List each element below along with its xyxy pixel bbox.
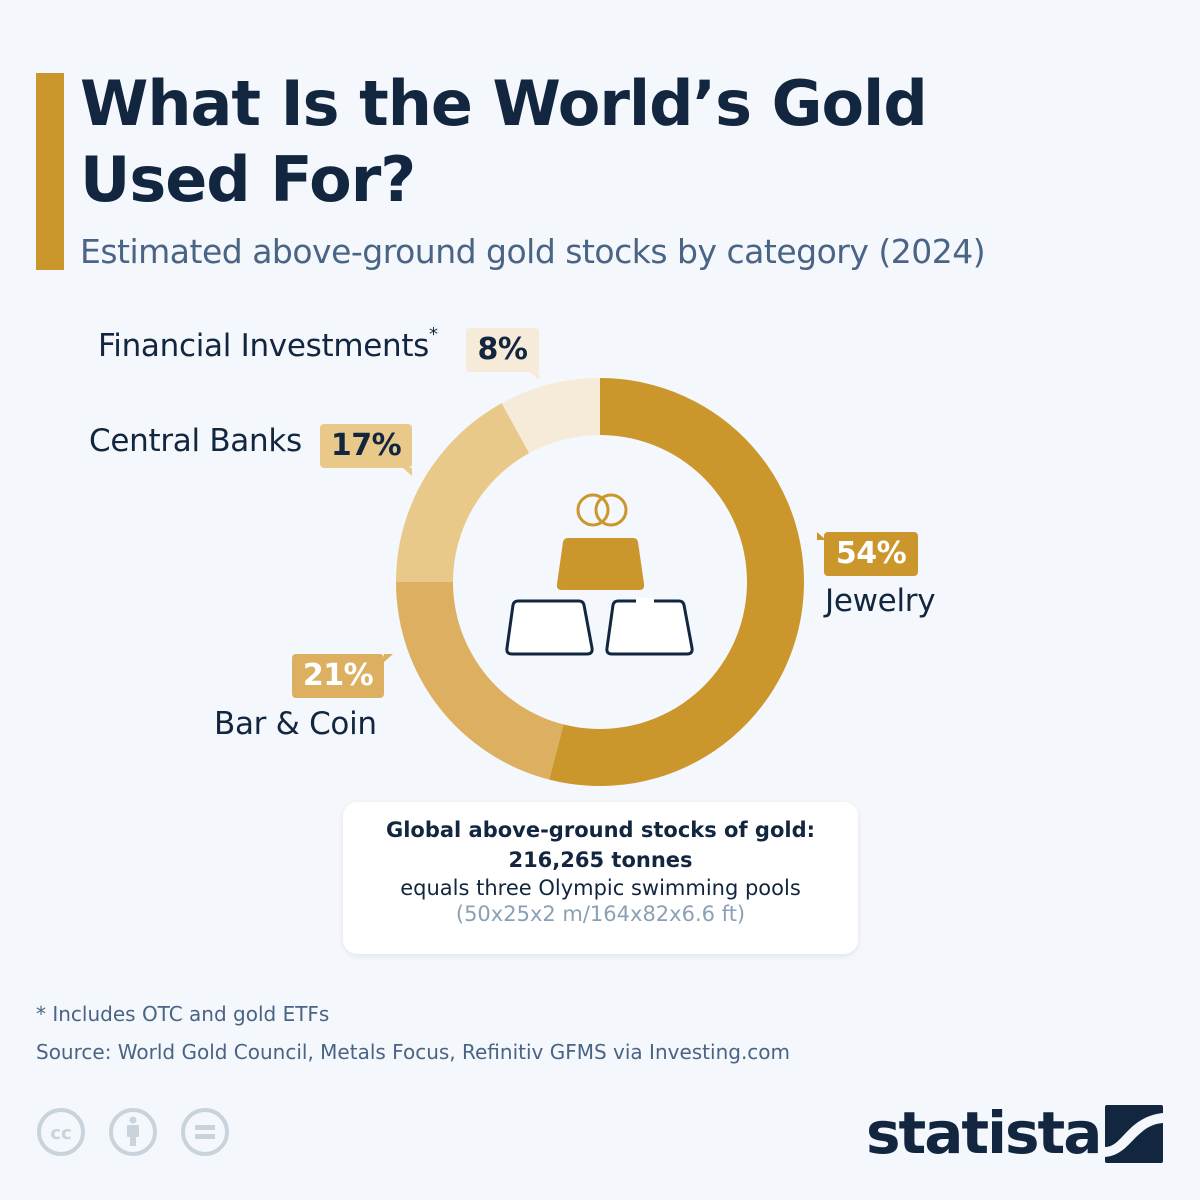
badge-tail — [384, 654, 393, 662]
label-bar-coin: Bar & Coin — [214, 706, 377, 742]
title-accent-bar — [36, 73, 64, 270]
total-stocks-infobox: Global above-ground stocks of gold: 216,… — [343, 802, 858, 954]
donut-slice-bar-coin — [396, 582, 564, 780]
donut-slice-central-banks — [396, 403, 530, 582]
badge-jewelry: 54% — [824, 532, 918, 576]
statista-logo-icon[interactable] — [1105, 1105, 1163, 1163]
source-note: Source: World Gold Council, Metals Focus… — [36, 1040, 791, 1064]
badge-bar-coin: 21% — [292, 654, 384, 698]
infobox-comparison: equals three Olympic swimming pools — [400, 876, 801, 900]
badge-tail — [530, 372, 539, 380]
infobox-dimensions: (50x25x2 m/164x82x6.6 ft) — [455, 902, 746, 926]
infobox-heading: Global above-ground stocks of gold: — [385, 818, 816, 842]
donut-slice-jewelry — [549, 378, 805, 787]
label-jewelry: Jewelry — [825, 583, 936, 619]
svg-text:cc: cc — [50, 1123, 71, 1144]
no-derivatives-icon[interactable] — [180, 1107, 230, 1157]
statista-logo-text[interactable]: statista — [866, 1099, 1102, 1167]
label-text: Financial Investments — [98, 328, 430, 364]
infobox-total: 216,265 tonnes — [508, 848, 693, 872]
badge-central-banks: 17% — [320, 424, 412, 468]
label-financial-investments: Financial Investments* — [98, 324, 438, 364]
label-central-banks: Central Banks — [89, 423, 302, 459]
asterisk: * — [429, 324, 438, 345]
page-title: What Is the World’s Gold Used For? — [80, 67, 928, 216]
gold-bars-icon — [505, 493, 694, 656]
page-subtitle: Estimated above-ground gold stocks by ca… — [80, 232, 986, 271]
donut-slices — [396, 378, 805, 787]
badge-financial-investments: 8% — [466, 328, 539, 372]
attribution-icon[interactable] — [108, 1107, 158, 1157]
cc-icon[interactable]: cc — [36, 1107, 86, 1157]
donut-slice-financial-investments — [501, 378, 600, 454]
footnote: * Includes OTC and gold ETFs — [36, 1002, 330, 1026]
badge-tail — [403, 468, 412, 476]
